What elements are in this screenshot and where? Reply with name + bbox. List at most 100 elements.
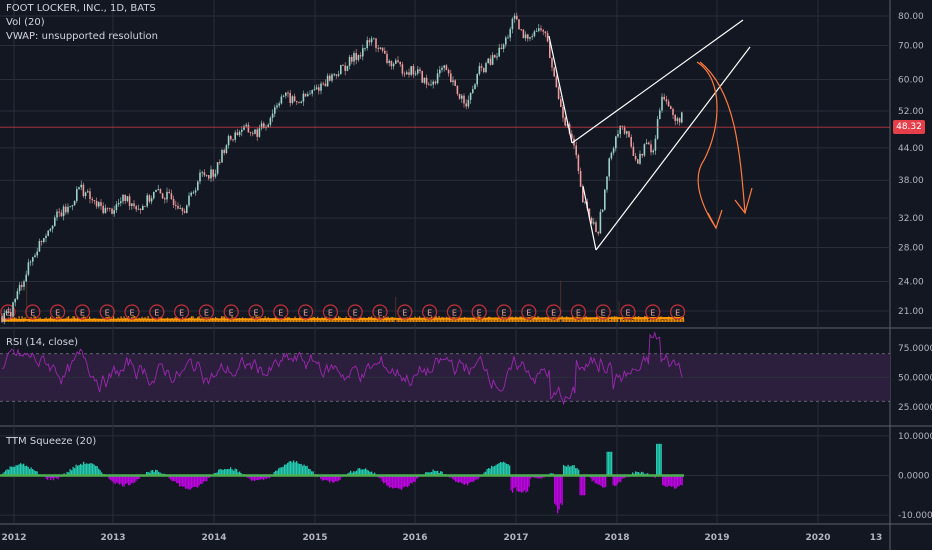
candle-body [500, 47, 503, 49]
x-tick-label: 2014 [201, 533, 226, 543]
candle-body [575, 145, 577, 156]
squeeze-bar [113, 475, 115, 483]
candle-body [681, 112, 683, 123]
candle-body [421, 70, 423, 83]
volume-bar [660, 316, 662, 322]
volume-bar [425, 319, 427, 322]
volume-bar [657, 317, 659, 322]
squeeze-bar [488, 468, 490, 476]
squeeze-bar [288, 461, 290, 476]
candle-body [82, 184, 85, 197]
volume-bar [609, 319, 611, 322]
volume-bar [636, 317, 638, 322]
volume-bar [597, 319, 599, 322]
volume-bar [177, 319, 179, 322]
candle-body [199, 172, 201, 182]
earnings-marker [397, 304, 413, 320]
squeeze-bar [530, 475, 532, 479]
squeeze-bar [398, 475, 400, 489]
candle-body [408, 72, 410, 75]
squeeze-bar [249, 475, 251, 480]
earnings-marker [620, 304, 636, 320]
squeeze-bar [287, 462, 289, 476]
volume-bar [437, 319, 439, 322]
squeeze-bar [198, 475, 200, 486]
volume-bar [351, 319, 353, 322]
candle-body [203, 172, 206, 176]
candle-body [472, 89, 474, 93]
candle-body [663, 96, 665, 100]
candle-body [626, 131, 628, 134]
squeeze-bar [98, 468, 100, 476]
squeeze-bar [80, 463, 82, 476]
squeeze-bar [96, 466, 98, 476]
volume-bar [405, 318, 407, 322]
squeeze-bar [92, 463, 94, 476]
volume-bar [543, 318, 545, 322]
earnings-marker [0, 304, 16, 320]
squeeze-bar [206, 475, 208, 482]
squeeze-bar [219, 468, 221, 476]
candle-body [533, 31, 536, 37]
candle-body [502, 44, 505, 49]
squeeze-bar [126, 475, 128, 484]
candle-body [579, 170, 582, 187]
squeeze-bar [677, 475, 679, 487]
squeeze-bar [570, 465, 572, 476]
earnings-marker-label: E [675, 309, 680, 318]
squeeze-bar [201, 475, 203, 484]
squeeze-bar [606, 451, 608, 476]
volume-bar [647, 316, 649, 322]
squeeze-bar [90, 463, 92, 476]
candle-body [505, 37, 507, 45]
volume-bar [542, 317, 544, 322]
squeeze-bar [666, 475, 668, 488]
volume-bar [548, 317, 550, 322]
candle-body [315, 87, 318, 90]
volume-bar [168, 319, 170, 322]
squeeze-bar [386, 475, 388, 486]
candle-body [276, 105, 278, 108]
volume-legend: Vol (20) [6, 17, 45, 28]
x-tick-label: 2018 [604, 533, 629, 543]
candle-body [153, 191, 155, 199]
squeeze-bar [182, 475, 184, 487]
volume-bar [173, 319, 175, 322]
volume-bar [195, 319, 197, 322]
candle-body [489, 58, 492, 65]
volume-bar [650, 319, 652, 322]
earnings-marker-label: E [129, 309, 134, 318]
volume-bar [639, 317, 641, 322]
candle-body [309, 93, 311, 95]
volume-bar [504, 319, 506, 322]
candle-body [588, 208, 591, 218]
earnings-marker-label: E [576, 309, 581, 318]
candle-body [604, 189, 606, 210]
squeeze-bar [605, 475, 607, 488]
volume-bar [530, 319, 532, 322]
candle-body [538, 28, 540, 31]
earnings-marker [521, 304, 537, 320]
candle-body [467, 99, 470, 107]
candle-body [480, 66, 483, 68]
candle-body [529, 37, 531, 39]
volume-bar [408, 319, 410, 322]
volume-bar [509, 317, 511, 322]
earnings-marker [124, 304, 140, 320]
squeeze-bar [569, 466, 571, 476]
volume-bar [297, 319, 299, 322]
candle-body [509, 29, 511, 38]
earnings-marker [496, 304, 512, 320]
candle-body [287, 92, 289, 94]
volume-bar [579, 317, 581, 322]
trend-drawings[interactable] [548, 19, 753, 251]
volume-bar [578, 319, 580, 322]
volume-bar [99, 319, 101, 322]
volume-bar [666, 317, 668, 322]
squeeze-bar [264, 475, 266, 479]
volume-bar [26, 281, 28, 322]
squeeze-bar [236, 469, 238, 476]
squeeze-bar [575, 468, 577, 476]
candle-body [333, 74, 335, 76]
